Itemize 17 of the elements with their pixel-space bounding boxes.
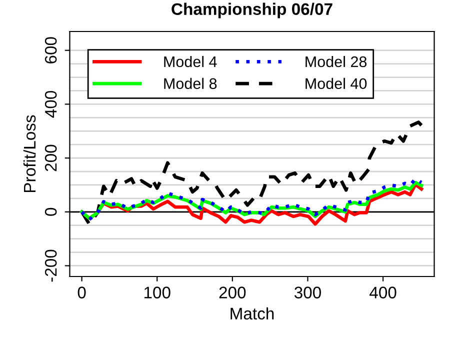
x-tick-label: 300 [294,286,321,298]
y-tick-label: 200 [44,144,57,172]
x-tick-label: 0 [78,286,86,298]
y-tick-label: 400 [44,90,57,118]
x-tick-label: 100 [144,286,170,298]
legend-label: Model 28 [306,56,367,68]
legend-label: Model 8 [164,78,217,90]
y-tick-label: 0 [44,208,57,216]
y-tick-label: 600 [44,37,57,64]
y-tick-label: -200 [44,250,57,282]
x-axis-title: Match [230,307,274,320]
x-tick-label: 200 [219,286,246,298]
x-tick-label: 400 [370,286,396,298]
legend-label: Model 4 [164,56,217,68]
y-axis-title: Profit/Loss [23,115,36,192]
legend-label: Model 40 [306,78,367,90]
chart-title: Championship 06/07 [172,2,332,18]
